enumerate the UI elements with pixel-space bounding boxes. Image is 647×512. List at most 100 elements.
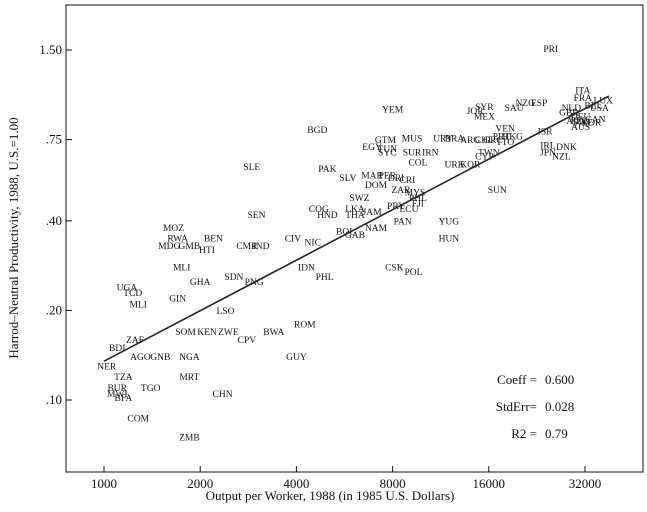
- point-label-rwa: RWA: [167, 235, 188, 245]
- point-label-sur: SUR: [403, 149, 422, 159]
- point-label-isr: ISR: [538, 128, 553, 138]
- point-label-zmb: ZMB: [179, 434, 200, 444]
- point-label-jor: JOR: [467, 107, 485, 117]
- stat-label: Coeff =: [497, 372, 537, 387]
- point-label-lux: LUX: [593, 96, 613, 106]
- point-label-dom: DOM: [365, 181, 388, 191]
- point-label-col: COL: [408, 159, 427, 169]
- point-label-nam: NAM: [365, 224, 388, 234]
- point-label-sen: SEN: [247, 211, 265, 221]
- point-label-twn: TWN: [478, 149, 500, 159]
- point-label-nld: NLD: [562, 104, 582, 114]
- point-label-sle: SLE: [243, 163, 260, 173]
- point-label-lso: LSO: [217, 307, 235, 317]
- ticks-layer: 1000 2000 4000 8000 16000 32000 .10 .20 .40 .75 1.…: [39, 42, 601, 491]
- point-label-deu: DEU: [571, 113, 591, 123]
- stat-label: R2 =: [511, 426, 537, 441]
- regression-line: [103, 95, 610, 362]
- point-label-pan: PAN: [394, 217, 412, 227]
- x-tick-label: 1000: [91, 476, 117, 491]
- point-label-gtm: GTM: [375, 136, 397, 146]
- point-label-sau: SAU: [505, 104, 524, 114]
- point-label-zar: ZAR: [392, 186, 412, 196]
- point-label-kor: KOR: [460, 161, 481, 171]
- point-label-hkg: HKG: [502, 133, 523, 143]
- y-tick-label: .20: [46, 302, 62, 317]
- y-tick-label: .10: [46, 392, 62, 407]
- point-label-gab: GAB: [345, 231, 365, 241]
- point-label-ago: AGO: [130, 353, 151, 363]
- point-label-mdg: MDG: [158, 242, 180, 252]
- point-label-tto: TTO: [496, 138, 514, 148]
- point-label-ven: VEN: [495, 125, 515, 135]
- point-label-egy: EGY: [362, 143, 382, 153]
- point-label-cyp: CYP: [475, 153, 493, 163]
- point-label-nzg: NZG: [515, 99, 535, 109]
- point-label-ury: URY: [433, 134, 453, 144]
- point-label-mys: MYS: [405, 188, 426, 198]
- point-label-fra: FRA: [574, 94, 593, 104]
- x-tick-label: 16000: [473, 476, 506, 491]
- point-label-swe: SWE: [573, 118, 593, 128]
- point-label-mar: MAR: [361, 172, 383, 182]
- point-label-gnb: GNB: [150, 353, 170, 363]
- point-label-cog: COG: [309, 205, 329, 215]
- point-label-csk: CSK: [385, 263, 404, 273]
- point-label-arg: ARG: [460, 136, 480, 146]
- point-label-ind: IND: [253, 242, 270, 252]
- point-label-slv: SLV: [339, 174, 356, 184]
- point-label-sun: SUN: [488, 186, 507, 196]
- point-label-irl: IRL: [540, 141, 556, 151]
- point-label-yug: YUG: [439, 217, 460, 227]
- point-label-gmb: GMB: [179, 242, 201, 252]
- point-label-syc: SYC: [378, 149, 396, 159]
- point-label-cpv: CPV: [238, 336, 257, 346]
- point-label-som: SOM: [175, 328, 196, 338]
- point-label-mli: MLI: [173, 263, 190, 273]
- y-tick-label: 1.50: [39, 42, 62, 57]
- point-label-bdi: BDI: [109, 344, 125, 354]
- plot-frame: [65, 4, 644, 473]
- point-label-ecu: ECU: [399, 205, 418, 215]
- point-label-tcd: TCD: [123, 289, 142, 299]
- point-label-mwi: MWI: [107, 390, 128, 400]
- point-label-phl: PHL: [409, 194, 427, 204]
- point-label-usa: USA: [590, 104, 609, 114]
- regression-stats: Coeff = 0.600 StdErr= 0.028 R2 = 0.79: [496, 372, 575, 441]
- point-label-com: COM: [127, 414, 149, 424]
- point-label-jam: JAM: [363, 208, 383, 218]
- point-label-bra: BRA: [445, 134, 465, 144]
- point-label-tza: TZA: [114, 373, 133, 383]
- x-tick-label: 32000: [569, 476, 602, 491]
- point-label-nic: NIC: [305, 238, 321, 248]
- stat-value: 0.600: [545, 372, 574, 387]
- point-label-dri: DRI: [388, 174, 404, 184]
- point-label-grc: GRC: [483, 136, 503, 146]
- x-axis-title: Output per Worker, 1988 (in 1985 U.S. Do…: [206, 488, 455, 503]
- point-label-aus: AUS: [571, 123, 590, 133]
- point-label-gha: GHA: [190, 278, 211, 288]
- point-label-phl: PHL: [316, 273, 334, 283]
- point-label-per: PER: [379, 172, 397, 182]
- y-tick-label: .75: [46, 132, 62, 147]
- point-label-dnk: DNK: [556, 143, 577, 153]
- point-label-bur: BUR: [107, 384, 127, 394]
- x-tick-label: 2000: [187, 476, 213, 491]
- point-label-mrt: MRT: [179, 373, 199, 383]
- point-label-aut: AUT: [566, 117, 586, 127]
- y-axis-title: Harrod–Neutral Productivity, 1988, U.S.=…: [6, 117, 21, 358]
- point-label-pol: POL: [405, 268, 423, 278]
- x-tick-label: 8000: [380, 476, 406, 491]
- point-label-mli: MLI: [130, 301, 147, 311]
- point-label-civ: CIV: [285, 235, 302, 245]
- point-label-ita: ITA: [575, 87, 590, 97]
- point-label-bol: BOL: [336, 227, 355, 237]
- point-label-gin: GIN: [169, 295, 186, 305]
- point-label-rom: ROM: [294, 321, 316, 331]
- point-label-mex: MEX: [474, 113, 495, 123]
- point-label-sdn: SDN: [224, 273, 243, 283]
- point-label-zwe: ZWE: [218, 328, 239, 338]
- point-label-tha: THA: [345, 211, 365, 221]
- point-label-tgo: TGO: [141, 384, 161, 394]
